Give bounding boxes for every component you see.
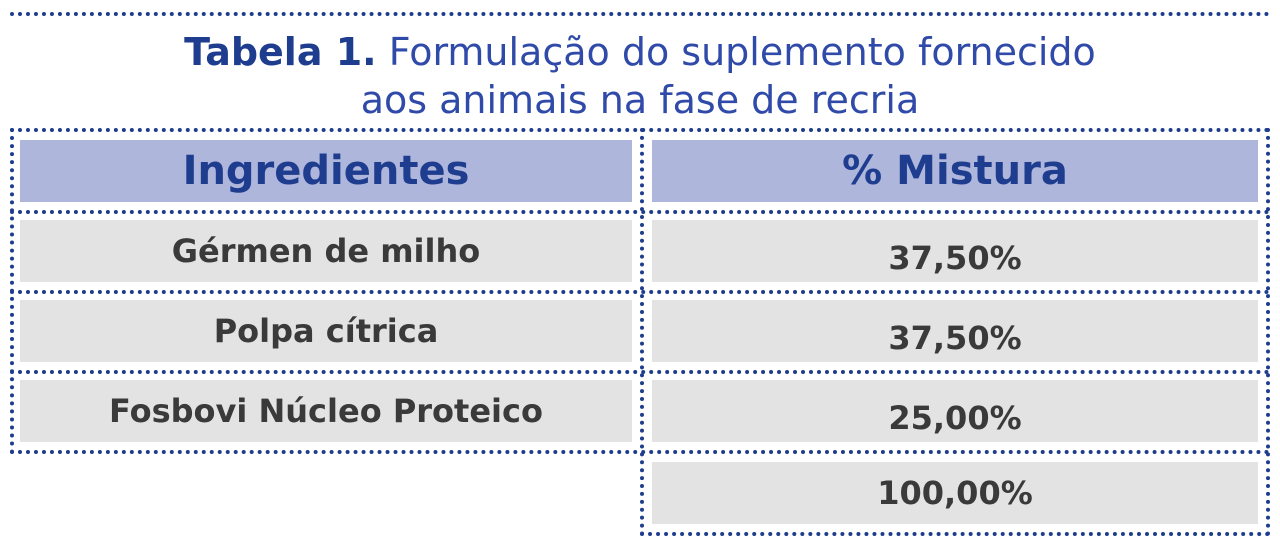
table-right-border [1266, 128, 1270, 536]
table-number: Tabela 1. [184, 30, 377, 74]
header-percent-mistura: % Mistura [652, 140, 1258, 202]
table-caption: Tabela 1. Formulação do suplemento forne… [0, 28, 1280, 124]
table-left-border [10, 128, 14, 454]
row-3-percent: 25,00% [652, 380, 1258, 442]
row-3-ingredient: Fosbovi Núcleo Proteico [20, 380, 632, 442]
row-1-percent: 37,50% [652, 220, 1258, 282]
row-2-ingredient: Polpa cítrica [20, 300, 632, 362]
row-1-ingredient: Gérmen de milho [20, 220, 632, 282]
top-divider [10, 12, 1270, 16]
row-2-percent: 37,50% [652, 300, 1258, 362]
header-ingredientes: Ingredientes [20, 140, 632, 202]
caption-line-1: Formulação do suplemento fornecido [388, 30, 1096, 74]
total-bottom-border [640, 532, 1270, 536]
column-divider [640, 128, 644, 536]
total-percent: 100,00% [652, 462, 1258, 524]
caption-line-2: aos animais na fase de recria [360, 78, 920, 122]
